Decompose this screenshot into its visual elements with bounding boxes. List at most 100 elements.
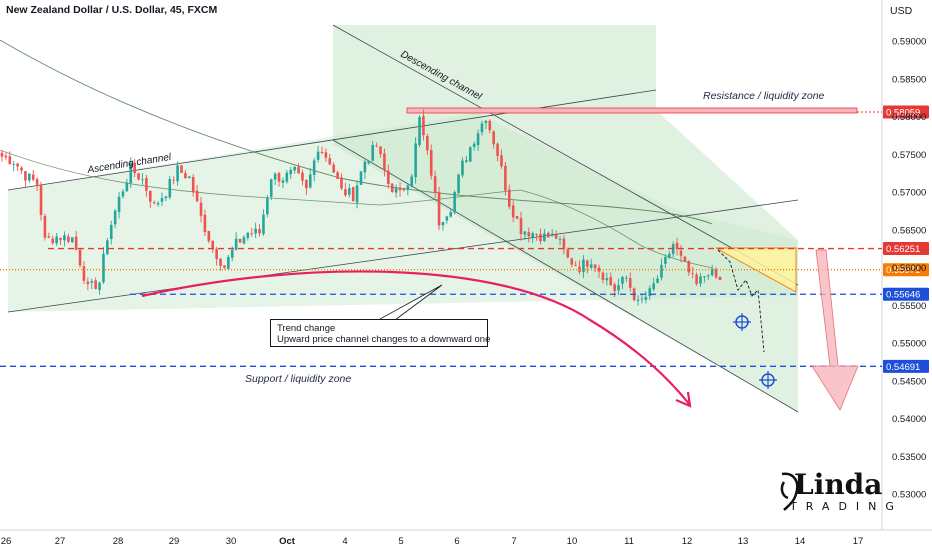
candle: [718, 276, 722, 281]
candle: [301, 169, 304, 186]
candle: [371, 140, 375, 162]
y-tick-label: 0.58000: [892, 112, 926, 123]
x-tick-label: 27: [55, 536, 66, 547]
y-tick-label: 0.56000: [892, 263, 926, 274]
x-tick-label: 14: [795, 536, 806, 547]
candle: [207, 230, 211, 244]
candle: [621, 275, 624, 289]
candle: [191, 174, 195, 197]
candle: [496, 142, 499, 162]
support-zone-label: Support / liquidity zone: [245, 373, 351, 385]
candle: [254, 222, 257, 239]
candle: [16, 162, 19, 172]
candle: [586, 259, 589, 274]
x-tick-label: 17: [853, 536, 864, 547]
candle: [359, 171, 363, 186]
y-tick-label: 0.56500: [892, 225, 926, 236]
candle: [402, 187, 406, 192]
candle: [667, 250, 671, 259]
candle: [332, 162, 335, 174]
candle: [59, 237, 62, 246]
x-tick-label: 28: [113, 536, 124, 547]
candle: [449, 209, 453, 218]
candle: [211, 240, 215, 253]
y-tick-label: 0.53500: [892, 452, 926, 463]
candle: [547, 231, 550, 239]
candle: [488, 119, 492, 134]
candle: [106, 238, 109, 256]
ascending-channel-upper: [7, 89, 657, 191]
candle: [468, 146, 472, 163]
candle: [324, 148, 328, 162]
candle: [465, 155, 468, 164]
candle: [527, 227, 531, 243]
candle: [714, 266, 718, 280]
candle: [289, 166, 293, 180]
y-axis: 0.59000 0.58500 0.58000 0.57500 0.57000 0.565…: [892, 37, 926, 501]
candle: [344, 182, 347, 197]
candle: [78, 247, 82, 268]
x-tick-label: Oct: [279, 536, 296, 547]
candle: [347, 183, 351, 198]
candle: [223, 265, 226, 270]
candle: [269, 178, 273, 201]
candle: [710, 264, 714, 277]
candle: [12, 160, 16, 172]
candle: [137, 172, 140, 181]
y-tick-label: 0.55000: [892, 339, 926, 350]
candle: [691, 266, 694, 279]
candle: [523, 231, 527, 241]
candle: [390, 183, 394, 193]
candle: [566, 247, 570, 259]
candle: [8, 151, 12, 165]
brand-logo: Linda TRADING: [776, 468, 894, 520]
target-marker-1: [733, 313, 751, 331]
candle: [145, 175, 148, 197]
candle: [617, 278, 620, 296]
candle: [675, 237, 679, 256]
candle: [305, 179, 308, 195]
candle: [199, 196, 203, 223]
logo-text-main: Linda: [794, 468, 883, 501]
x-tick-label: 4: [342, 536, 347, 547]
candle: [636, 295, 640, 306]
candle: [160, 192, 164, 206]
candle: [363, 159, 367, 180]
moving-average-short: [0, 149, 713, 269]
x-tick-label: 11: [624, 536, 634, 547]
candles: [0, 109, 722, 306]
candle: [426, 133, 429, 156]
callout-line-2: Upward price channel changes to a downwa…: [277, 334, 491, 345]
x-tick-label: 12: [682, 536, 693, 547]
svg-text:0.58059: 0.58059: [886, 108, 920, 119]
candle: [550, 229, 554, 237]
candle: [227, 254, 230, 270]
price-levels: 0.58059 0.56251 0.55971 0.55646 0.54691: [0, 105, 929, 373]
candle: [703, 275, 706, 283]
candle: [31, 170, 35, 182]
svg-text:0.54691: 0.54691: [886, 362, 920, 373]
candle: [113, 208, 117, 229]
candle: [562, 235, 566, 255]
candle: [679, 244, 683, 263]
candle: [457, 173, 460, 195]
candle: [472, 141, 476, 151]
x-tick-label: 13: [738, 536, 749, 547]
candle: [589, 258, 593, 269]
currency-label: USD: [890, 5, 913, 17]
candle: [625, 275, 628, 283]
candle: [51, 235, 55, 245]
candle: [316, 145, 320, 163]
candle: [20, 166, 23, 175]
y-tick-label: 0.54000: [892, 414, 926, 425]
resistance-zone-rect: [406, 107, 858, 114]
candle: [507, 184, 511, 210]
candle: [656, 274, 659, 284]
candle: [148, 190, 152, 208]
y-tick-label: 0.59000: [892, 37, 926, 48]
candle: [519, 211, 523, 241]
candle: [24, 170, 27, 188]
candle: [367, 160, 371, 165]
callout-pointer: [379, 284, 443, 321]
candle: [582, 255, 585, 279]
